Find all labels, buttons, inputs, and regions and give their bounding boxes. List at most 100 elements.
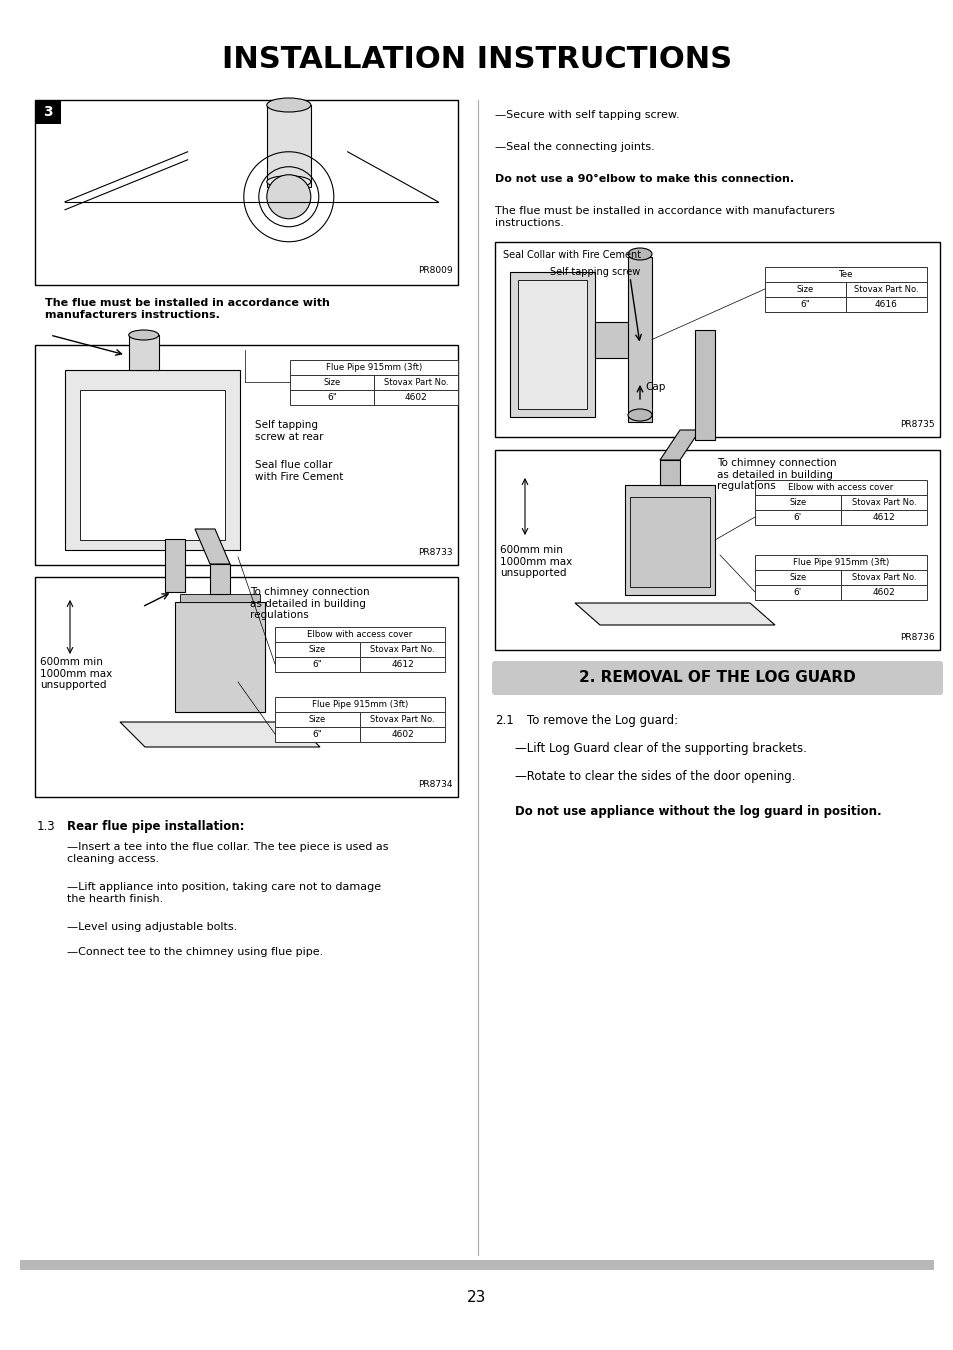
Bar (20, 1260, 933, 1270)
Text: Stovax Part No.: Stovax Part No. (370, 645, 435, 653)
Text: —Insert a tee into the flue collar. The tee piece is used as
cleaning access.: —Insert a tee into the flue collar. The … (67, 842, 388, 864)
Text: Stovax Part No.: Stovax Part No. (370, 716, 435, 724)
Text: 4602: 4602 (872, 589, 895, 597)
Bar (754, 585, 841, 599)
Bar (754, 481, 926, 495)
Bar (35, 100, 457, 285)
Text: Do not use a 90°elbow to make this connection.: Do not use a 90°elbow to make this conne… (495, 174, 793, 184)
Ellipse shape (627, 248, 651, 261)
Bar (290, 375, 374, 390)
Bar (845, 282, 926, 297)
Text: To chimney connection
as detailed in building
regulations: To chimney connection as detailed in bui… (250, 587, 369, 620)
Text: Flue Pipe 915mm (3ft): Flue Pipe 915mm (3ft) (312, 701, 408, 709)
Text: Size: Size (788, 498, 806, 508)
Text: Stovax Part No.: Stovax Part No. (851, 498, 915, 508)
Text: Do not use appliance without the log guard in position.: Do not use appliance without the log gua… (515, 805, 881, 818)
Text: PR8009: PR8009 (418, 266, 453, 275)
Bar (841, 495, 926, 510)
Polygon shape (120, 722, 319, 747)
Text: 23: 23 (467, 1291, 486, 1305)
Text: —Lift appliance into position, taking care not to damage
the hearth finish.: —Lift appliance into position, taking ca… (67, 882, 381, 903)
Bar (627, 256, 651, 423)
Bar (374, 375, 457, 390)
Text: Stovax Part No.: Stovax Part No. (853, 285, 918, 294)
Bar (35, 576, 457, 796)
Text: —Connect tee to the chimney using flue pipe.: —Connect tee to the chimney using flue p… (67, 946, 323, 957)
Bar (841, 510, 926, 525)
Ellipse shape (129, 329, 158, 340)
Polygon shape (659, 431, 700, 460)
Text: Size: Size (309, 645, 326, 653)
Bar (165, 539, 185, 593)
Text: 6': 6' (793, 513, 801, 522)
Circle shape (267, 174, 311, 219)
Text: Size: Size (323, 378, 340, 387)
Bar (754, 555, 926, 570)
Text: 1.3: 1.3 (37, 819, 55, 833)
Text: —Secure with self tapping screw.: —Secure with self tapping screw. (495, 109, 679, 120)
Text: 4612: 4612 (391, 660, 414, 670)
Bar (495, 450, 939, 649)
Bar (359, 643, 444, 657)
Text: Flue Pipe 915mm (3ft): Flue Pipe 915mm (3ft) (792, 558, 888, 567)
Bar (267, 105, 311, 186)
Bar (629, 497, 709, 587)
Bar (695, 329, 714, 440)
Text: 4616: 4616 (874, 300, 897, 309)
Text: 4612: 4612 (872, 513, 895, 522)
Text: PR8736: PR8736 (900, 633, 934, 643)
Text: 6": 6" (800, 300, 810, 309)
Text: The flue must be installed in accordance with manufacturers
instructions.: The flue must be installed in accordance… (495, 207, 834, 228)
Polygon shape (194, 529, 230, 564)
Text: INSTALLATION INSTRUCTIONS: INSTALLATION INSTRUCTIONS (222, 45, 731, 74)
Bar (624, 485, 714, 595)
Text: —Seal the connecting joints.: —Seal the connecting joints. (495, 142, 654, 153)
Text: 4602: 4602 (391, 730, 414, 738)
Text: To remove the Log guard:: To remove the Log guard: (526, 714, 678, 728)
Bar (129, 335, 158, 370)
Text: Tee: Tee (838, 270, 852, 279)
Bar (35, 100, 61, 124)
Bar (517, 279, 586, 409)
Bar (841, 585, 926, 599)
Text: 2. REMOVAL OF THE LOG GUARD: 2. REMOVAL OF THE LOG GUARD (578, 671, 855, 686)
Text: PR8735: PR8735 (900, 420, 934, 429)
Bar (290, 360, 457, 375)
Text: The flue must be installed in accordance with
manufacturers instructions.: The flue must be installed in accordance… (45, 298, 330, 320)
Bar (35, 346, 457, 566)
Bar (754, 570, 841, 585)
Bar (290, 390, 374, 405)
Text: Seal Collar with Fire Cement: Seal Collar with Fire Cement (502, 250, 640, 261)
Ellipse shape (267, 99, 311, 112)
Text: —Level using adjustable bolts.: —Level using adjustable bolts. (67, 922, 237, 931)
Text: 6": 6" (313, 660, 322, 670)
Bar (845, 297, 926, 312)
Text: Elbow with access cover: Elbow with access cover (787, 483, 893, 491)
Text: PR8733: PR8733 (418, 548, 453, 558)
Text: 6": 6" (313, 730, 322, 738)
Text: —Rotate to clear the sides of the door opening.: —Rotate to clear the sides of the door o… (515, 769, 795, 783)
Bar (359, 728, 444, 743)
Bar (274, 711, 359, 728)
Bar (65, 370, 240, 549)
Bar (495, 242, 939, 437)
Text: 6": 6" (327, 393, 336, 402)
Bar (210, 564, 230, 594)
Text: Self tapping
screw at rear: Self tapping screw at rear (254, 420, 323, 441)
Bar (841, 570, 926, 585)
Text: 600mm min
1000mm max
unsupported: 600mm min 1000mm max unsupported (40, 657, 112, 690)
Text: Cap: Cap (644, 382, 664, 391)
Text: PR8734: PR8734 (418, 780, 453, 788)
Text: Stovax Part No.: Stovax Part No. (851, 572, 915, 582)
Ellipse shape (627, 409, 651, 421)
Bar (764, 297, 845, 312)
Bar (764, 267, 926, 282)
Bar (510, 271, 595, 417)
FancyBboxPatch shape (492, 662, 942, 695)
Text: 600mm min
1000mm max
unsupported: 600mm min 1000mm max unsupported (499, 545, 572, 578)
Bar (359, 711, 444, 728)
Text: Rear flue pipe installation:: Rear flue pipe installation: (67, 819, 244, 833)
Bar (659, 460, 679, 485)
Text: Flue Pipe 915mm (3ft): Flue Pipe 915mm (3ft) (326, 363, 421, 373)
Text: 4602: 4602 (404, 393, 427, 402)
